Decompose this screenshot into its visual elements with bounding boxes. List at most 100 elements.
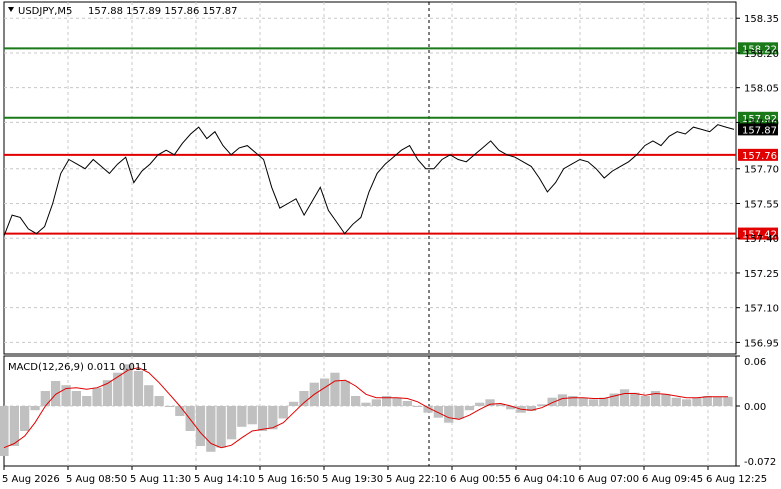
- level-tag: [738, 148, 778, 161]
- macd-histogram-bar: [257, 406, 268, 431]
- grid: [4, 2, 736, 466]
- macd-histogram-bar: [619, 389, 630, 406]
- macd-histogram-bar: [175, 406, 185, 416]
- price-series: 157.87: [3, 123, 778, 237]
- price-tick-label: 158.20: [744, 49, 779, 60]
- macd-histogram-bar: [392, 397, 402, 406]
- macd-histogram-bar: [475, 402, 485, 406]
- price-tick-label: 157.25: [744, 269, 779, 280]
- macd-histogram-bar: [599, 397, 609, 406]
- macd-histogram-bar: [226, 406, 237, 440]
- macd-histogram-bar: [692, 397, 702, 406]
- macd-histogram-bar: [247, 406, 257, 425]
- price-tick-label: 158.05: [744, 84, 779, 95]
- macd-histogram-bar: [454, 406, 464, 419]
- macd-histogram-bar: [164, 406, 175, 407]
- level-tag: [738, 42, 778, 55]
- macd-histogram-bar: [557, 394, 568, 406]
- macd-histogram-bar: [702, 396, 712, 406]
- price-tick-label: 158.35: [744, 14, 779, 25]
- time-axis: 5 Aug 2026 5 Aug 08:50 5 Aug 11:30 5 Aug 14…: [2, 466, 767, 485]
- macd-histogram-bar: [30, 406, 40, 411]
- triangle-down-icon[interactable]: [8, 7, 14, 12]
- macd-histogram-bar: [92, 387, 102, 406]
- macd-histogram-bar: [216, 406, 226, 448]
- time-tick-label: 6 Aug 12:25: [706, 474, 767, 485]
- macd-histogram-bar: [133, 371, 144, 406]
- ohlc-values: 157.88 157.89 157.86 157.87: [88, 6, 238, 17]
- macd-series: [0, 364, 733, 456]
- macd-histogram-bar: [206, 406, 216, 452]
- macd-indicator-label: MACD(12,26,9) 0.011 0.011: [8, 362, 148, 373]
- level-tag: [738, 227, 778, 240]
- macd-histogram-bar: [361, 402, 371, 406]
- level-tag-label: 158.22: [742, 44, 777, 55]
- macd-histogram-bar: [320, 378, 330, 406]
- level-lines: 158.22 157.92 157.76 157.42: [4, 42, 778, 241]
- macd-histogram-bar: [237, 406, 247, 427]
- macd-histogram-bar: [682, 399, 692, 406]
- macd-histogram-bar: [723, 396, 733, 406]
- macd-histogram-bar: [433, 406, 443, 418]
- level-tag-label: 157.42: [742, 230, 777, 241]
- time-tick-label: 5 Aug 14:10: [194, 474, 255, 485]
- macd-histogram-bar: [299, 391, 309, 406]
- macd-tick-label: -0.072: [744, 457, 776, 468]
- macd-histogram-bar: [0, 406, 9, 456]
- macd-histogram-bar: [609, 393, 619, 406]
- price-axis: 158.35 158.20 158.05 157.90 157.70 157.55 157.…: [736, 14, 779, 349]
- macd-histogram-bar: [195, 406, 206, 446]
- macd-histogram-bar: [630, 392, 640, 406]
- macd-histogram-bar: [113, 372, 123, 406]
- macd-histogram-bar: [154, 396, 164, 406]
- macd-histogram-bar: [578, 397, 588, 406]
- time-tick-label: 6 Aug 00:55: [450, 474, 511, 485]
- time-tick-label: 5 Aug 22:10: [386, 474, 447, 485]
- macd-histogram-bar: [382, 396, 392, 406]
- macd-histogram-bar: [526, 406, 537, 411]
- time-tick-label: 5 Aug 08:50: [66, 474, 127, 485]
- price-tick-label: 157.55: [744, 199, 779, 210]
- macd-histogram-bar: [351, 396, 361, 406]
- time-tick-label: 5 Aug 2026: [2, 474, 60, 485]
- macd-histogram-bar: [40, 391, 50, 406]
- symbol-label: USDJPY,M5: [18, 6, 72, 17]
- current-price-tag: [738, 123, 778, 136]
- macd-histogram-bar: [20, 406, 30, 431]
- macd-histogram-bar: [278, 406, 288, 419]
- macd-histogram-bar: [537, 404, 547, 406]
- macd-histogram-bar: [71, 391, 81, 406]
- macd-histogram-bar: [661, 394, 671, 406]
- time-tick-label: 6 Aug 07:00: [578, 474, 639, 485]
- macd-histogram-bar: [123, 364, 133, 406]
- price-tick-label: 157.90: [744, 118, 779, 129]
- price-tick-label: 156.95: [744, 338, 779, 349]
- macd-histogram-bar: [9, 406, 19, 446]
- macd-histogram-bar: [61, 385, 71, 406]
- time-tick-label: 6 Aug 04:10: [514, 474, 575, 485]
- macd-histogram-bar: [568, 396, 578, 406]
- macd-histogram-bar: [506, 406, 516, 410]
- time-tick-label: 5 Aug 19:30: [322, 474, 383, 485]
- macd-histogram-bar: [444, 406, 454, 423]
- macd-histogram-bar: [713, 396, 723, 406]
- macd-histogram-bar: [485, 399, 495, 406]
- macd-histogram-bar: [650, 391, 661, 406]
- macd-histogram-bar: [402, 401, 412, 406]
- macd-axis: 0.06 0.00 -0.072: [736, 355, 776, 468]
- macd-histogram-bar: [144, 385, 154, 406]
- macd-signal-line: [3, 367, 728, 449]
- time-tick-label: 5 Aug 11:30: [130, 474, 191, 485]
- macd-histogram-bar: [340, 381, 350, 406]
- price-tick-label: 157.40: [744, 234, 779, 245]
- macd-tick-label: 0.06: [744, 357, 766, 368]
- macd-histogram-bar: [288, 401, 299, 406]
- macd-histogram-bar: [671, 397, 681, 406]
- level-tag-label: 157.92: [742, 114, 777, 125]
- macd-histogram-bar: [547, 397, 557, 406]
- macd-histogram-bar: [371, 399, 381, 406]
- price-tick-label: 157.70: [744, 165, 779, 176]
- macd-histogram-bar: [640, 396, 650, 406]
